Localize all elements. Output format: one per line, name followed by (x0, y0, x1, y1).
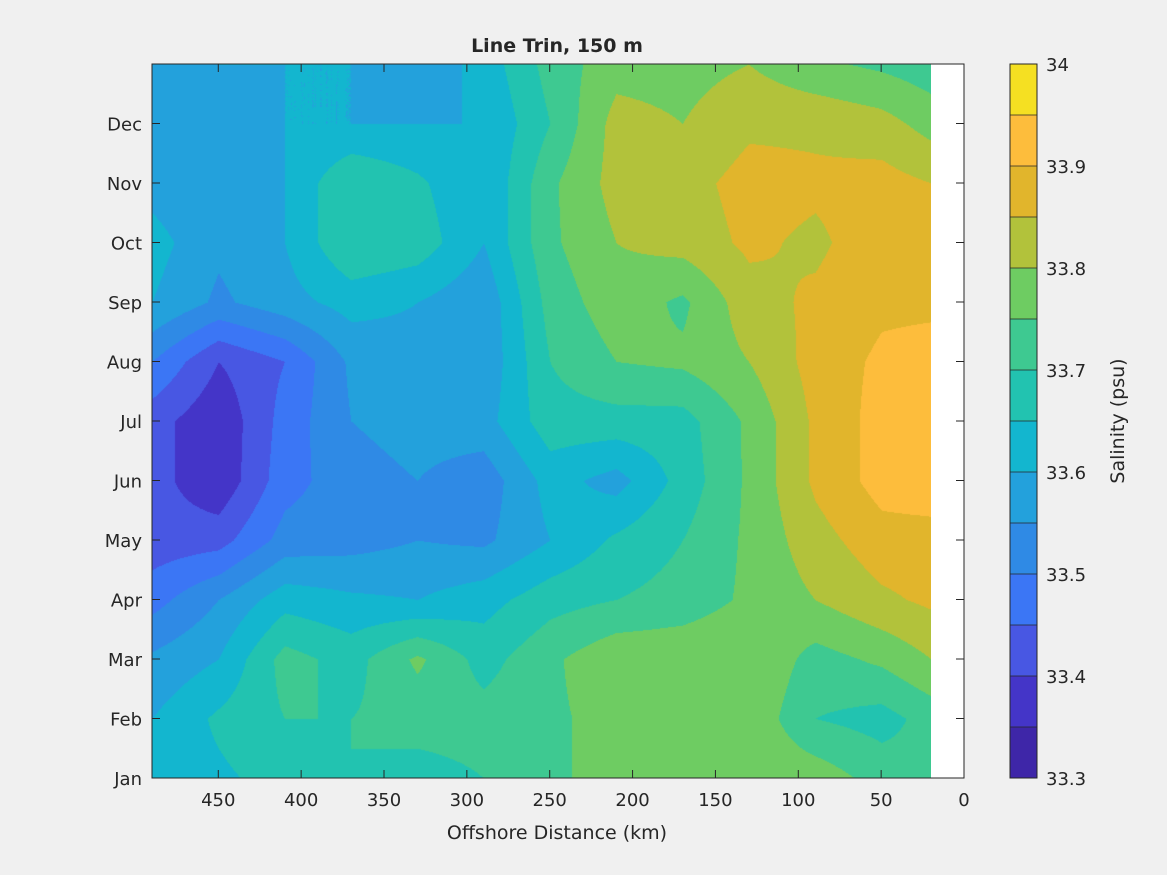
x-tick-label: 450 (201, 790, 235, 811)
colorbar-tick-label: 33.5 (1046, 565, 1086, 586)
colorbar-swatch (1010, 676, 1037, 727)
y-tick-label: Aug (107, 353, 142, 374)
colorbar-swatch (1010, 574, 1037, 625)
colorbar-swatch (1010, 727, 1037, 778)
colorbar-tick-label: 33.3 (1046, 769, 1086, 790)
colorbar-label: Salinity (psu) (1107, 358, 1129, 483)
y-tick-label: Mar (108, 650, 143, 671)
y-tick-label: Apr (111, 591, 143, 612)
colorbar-tick-label: 33.8 (1046, 259, 1086, 280)
y-tick-label: Jun (113, 472, 142, 493)
colorbar-swatch (1010, 64, 1037, 115)
colorbar-tick-label: 34 (1046, 55, 1069, 76)
y-tick-label: Dec (107, 115, 142, 136)
chart-title: Line Trin, 150 m (471, 35, 643, 57)
colorbar-tick-label: 33.7 (1046, 361, 1086, 382)
y-tick-label: May (105, 531, 143, 552)
y-tick-label: Nov (107, 174, 142, 195)
y-tick-label: Feb (110, 710, 142, 731)
colorbar: 33.3 33.4 33.5 33.6 33.7 33.8 33.9 34 (1009, 55, 1086, 790)
colorbar-tick-label: 33.9 (1046, 157, 1086, 178)
y-tick-label: Oct (111, 234, 142, 255)
x-tick-label: 250 (533, 790, 567, 811)
x-tick-label: 400 (284, 790, 318, 811)
y-tick-label: Sep (108, 293, 142, 314)
colorbar-swatch (1010, 421, 1037, 472)
colorbar-swatch (1010, 268, 1037, 319)
x-axis-label: Offshore Distance (km) (447, 822, 667, 844)
colorbar-swatch (1010, 625, 1037, 676)
colorbar-swatch (1010, 370, 1037, 421)
colorbar-swatch (1010, 166, 1037, 217)
x-tick-label: 350 (367, 790, 401, 811)
plot-area (152, 64, 964, 778)
y-tick-label: Jan (113, 769, 142, 790)
y-tick-label: Jul (119, 412, 142, 433)
colorbar-swatch (1010, 472, 1037, 523)
x-tick-label: 0 (958, 790, 969, 811)
x-tick-label: 50 (870, 790, 893, 811)
x-tick-label: 100 (781, 790, 815, 811)
x-tick-label: 150 (698, 790, 732, 811)
colorbar-swatch (1010, 319, 1037, 370)
contour-fill (152, 64, 931, 778)
colorbar-swatch (1010, 217, 1037, 268)
colorbar-tick-label: 33.4 (1046, 667, 1086, 688)
colorbar-swatch (1010, 523, 1037, 574)
colorbar-swatch (1010, 115, 1037, 166)
axes: 450 400 350 300 250 200 150 100 50 0 Jan Feb Mar Apr M… (105, 63, 970, 811)
x-tick-label: 200 (615, 790, 649, 811)
x-tick-label: 300 (450, 790, 484, 811)
colorbar-tick-label: 33.6 (1046, 463, 1086, 484)
colorbar-frame (1009, 63, 1038, 779)
